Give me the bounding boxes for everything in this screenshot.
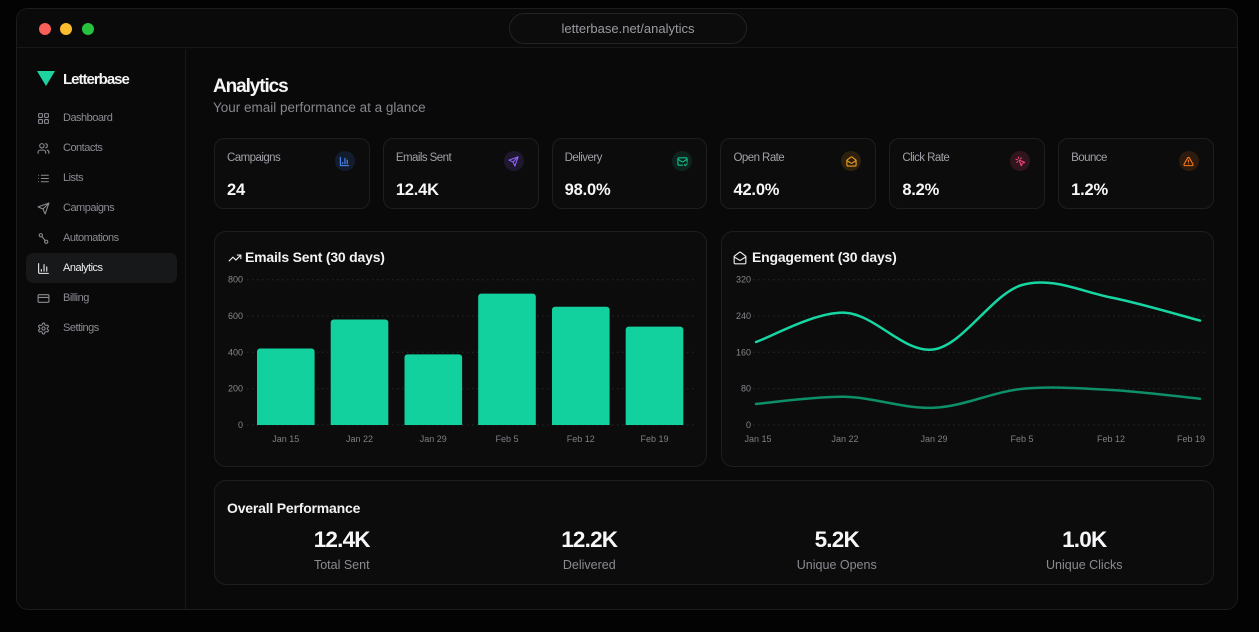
svg-text:Jan 29: Jan 29	[920, 434, 947, 444]
svg-text:0: 0	[746, 420, 751, 430]
svg-text:800: 800	[228, 275, 243, 285]
svg-text:Feb 5: Feb 5	[495, 434, 518, 444]
svg-text:80: 80	[741, 384, 751, 394]
svg-text:Feb 5: Feb 5	[1010, 434, 1033, 444]
svg-text:320: 320	[736, 275, 751, 285]
svg-text:0: 0	[238, 420, 243, 430]
svg-text:Jan 29: Jan 29	[420, 434, 447, 444]
svg-text:Feb 19: Feb 19	[640, 434, 668, 444]
svg-text:Feb 12: Feb 12	[567, 434, 595, 444]
svg-text:Jan 22: Jan 22	[831, 434, 858, 444]
svg-text:400: 400	[228, 347, 243, 357]
svg-text:240: 240	[736, 311, 751, 321]
svg-text:160: 160	[736, 347, 751, 357]
svg-text:Jan 22: Jan 22	[346, 434, 373, 444]
svg-text:Jan 15: Jan 15	[744, 434, 771, 444]
svg-text:Jan 15: Jan 15	[272, 434, 299, 444]
svg-text:200: 200	[228, 384, 243, 394]
svg-text:600: 600	[228, 311, 243, 321]
svg-text:Feb 19: Feb 19	[1177, 434, 1205, 444]
svg-text:Feb 12: Feb 12	[1097, 434, 1125, 444]
